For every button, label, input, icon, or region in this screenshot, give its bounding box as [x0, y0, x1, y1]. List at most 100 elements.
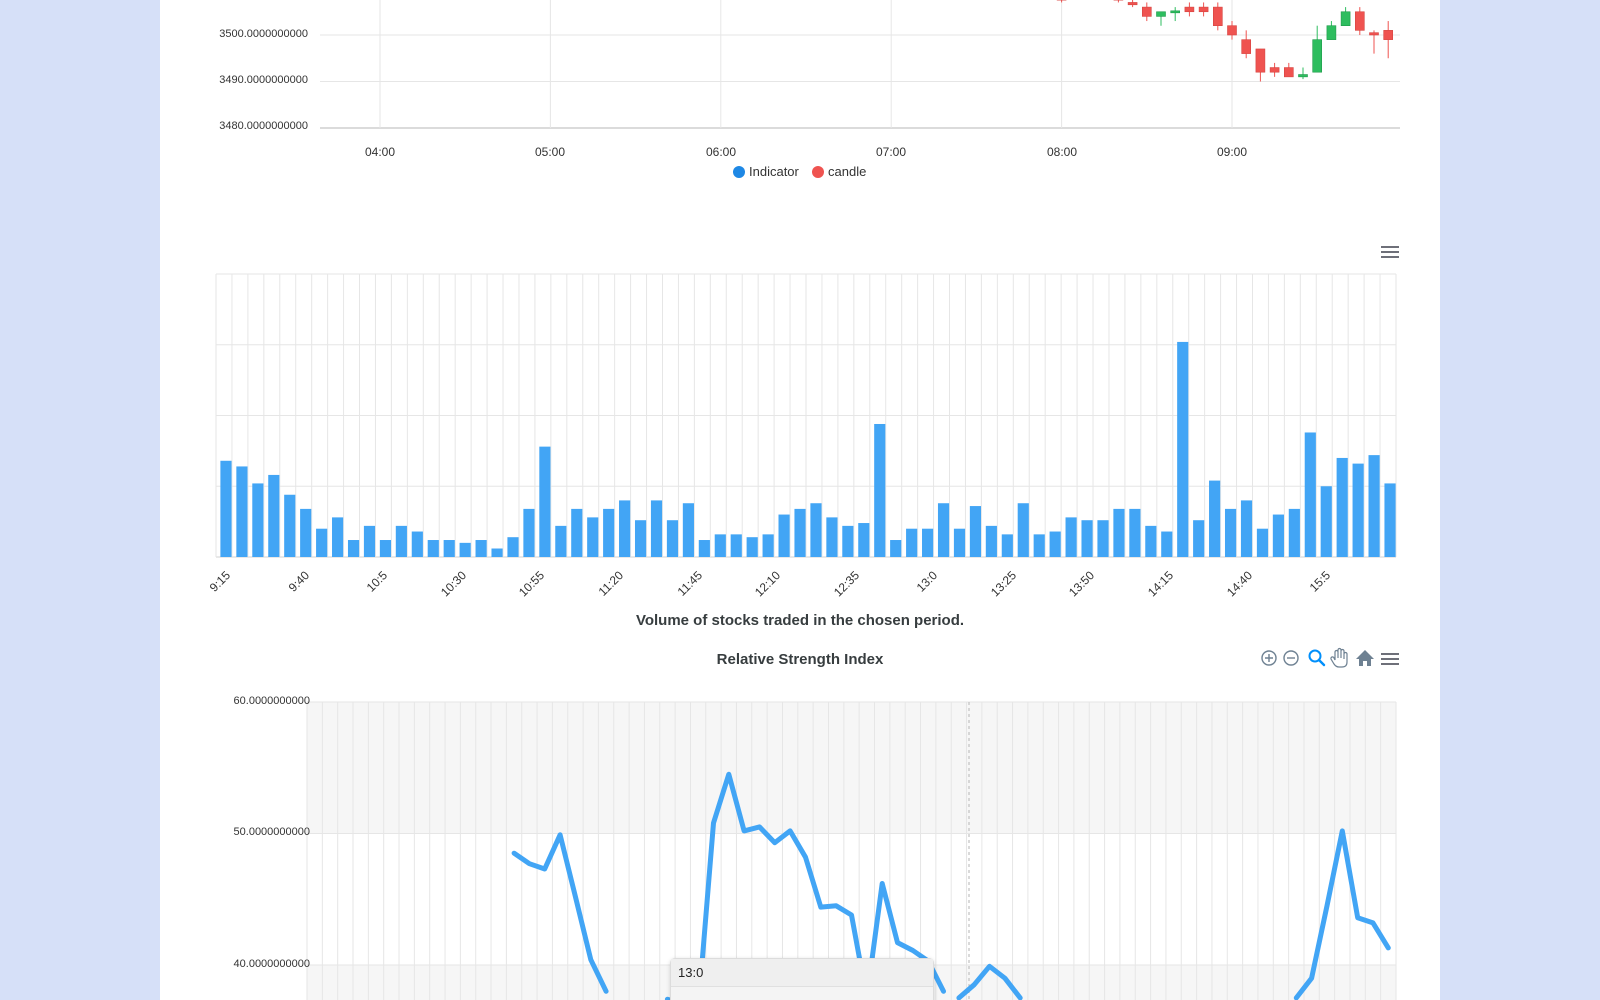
- volume-bar: [937, 503, 950, 557]
- volume-xtick: 13:25: [988, 568, 1019, 599]
- legend-label-indicator: Indicator: [749, 164, 800, 179]
- charts-canvas: 3500.0000000000 3490.0000000000 3480.000…: [207, 0, 1400, 1000]
- volume-xtick: 15:5: [1307, 568, 1334, 595]
- volume-bar: [268, 474, 280, 557]
- volume-xtick: 13:0: [914, 568, 941, 595]
- volume-bar: [682, 503, 694, 557]
- volume-bar: [1129, 508, 1141, 557]
- volume-bar: [778, 514, 790, 557]
- volume-bar: [220, 460, 232, 557]
- volume-bar: [810, 503, 822, 557]
- volume-bar: [1113, 508, 1125, 557]
- rsi-line: [1293, 828, 1391, 1000]
- volume-xtick: 10:55: [516, 568, 547, 599]
- candlestick-legend: Indicator candle: [733, 164, 866, 179]
- volume-bar: [906, 528, 918, 557]
- volume-xtick: 11:45: [675, 568, 706, 599]
- zoom-out-button[interactable]: [1283, 650, 1299, 666]
- candlestick-series: [1056, 0, 1393, 82]
- candle-body: [1312, 39, 1322, 73]
- candle-body: [1170, 10, 1181, 14]
- menu-icon: [1381, 246, 1399, 248]
- volume-grid: [215, 273, 1397, 558]
- volume-bar: [1017, 503, 1029, 557]
- volume-bar: [300, 508, 312, 557]
- volume-bar: [587, 517, 599, 557]
- pan-icon: [1330, 647, 1348, 668]
- candle-body: [1184, 6, 1195, 13]
- menu-icon-bar: [1381, 658, 1399, 660]
- candle-body: [1369, 32, 1379, 36]
- volume-bar: [332, 517, 344, 557]
- rsi-line: [664, 771, 946, 1000]
- tooltip-title: 13:0: [671, 959, 933, 987]
- volume-bar: [1177, 341, 1189, 557]
- zoom-in-button[interactable]: [1261, 650, 1277, 666]
- volume-bar: [619, 500, 631, 557]
- zoom-in-icon: [1261, 650, 1277, 666]
- candle-xtick: 09:00: [1217, 145, 1247, 159]
- volume-bar: [858, 523, 870, 557]
- candle-xtick: 05:00: [535, 145, 565, 159]
- volume-xtick: 9:15: [207, 568, 234, 595]
- zoom-select-button[interactable]: [1308, 649, 1326, 667]
- home-button[interactable]: [1356, 650, 1374, 666]
- rsi-band: [307, 702, 1396, 834]
- zoom-in-icon-plus: [1265, 654, 1273, 662]
- rsi-ytick: 60.0000000000: [234, 695, 310, 707]
- rsi-menu-button[interactable]: [1381, 653, 1399, 665]
- volume-xtick: 9:40: [286, 568, 313, 595]
- legend-item-indicator[interactable]: Indicator: [733, 164, 800, 179]
- volume-bar: [571, 508, 583, 557]
- volume-bar: [730, 534, 742, 557]
- volume-bars: [220, 341, 1396, 557]
- volume-x-axis: 9:15 9:40 10:5 10:30 10:55 11:20 11:45 1…: [207, 568, 1334, 599]
- candle-body: [1198, 6, 1209, 13]
- volume-bar: [1240, 500, 1253, 557]
- volume-bar: [890, 540, 902, 557]
- rsi-series: [511, 771, 1391, 1000]
- volume-bar: [1193, 520, 1205, 557]
- rsi-toolbar: [1261, 647, 1399, 668]
- volume-xtick: 14:40: [1224, 568, 1255, 599]
- candle-xtick: 08:00: [1047, 145, 1077, 159]
- pan-button[interactable]: [1330, 647, 1348, 668]
- volume-xtick: 10:5: [364, 568, 391, 595]
- rsi-ytick: 40.0000000000: [234, 958, 310, 970]
- candle-body: [1255, 48, 1266, 73]
- volume-bar: [953, 528, 966, 557]
- rsi-line: [511, 832, 609, 994]
- zoom-out-icon: [1283, 650, 1299, 666]
- candlestick-x-axis: 04:00 05:00 06:00 07:00 08:00 09:00: [365, 145, 1247, 159]
- volume-bar: [1224, 508, 1237, 557]
- volume-bar: [1352, 463, 1364, 557]
- volume-bar: [698, 540, 710, 557]
- volume-bar: [1209, 480, 1221, 557]
- volume-bar: [555, 525, 567, 557]
- candle-body: [1284, 67, 1294, 78]
- legend-item-candle[interactable]: candle: [812, 164, 866, 179]
- rsi-line: [956, 963, 1023, 1000]
- volume-bar: [603, 508, 615, 557]
- volume-bar: [1272, 514, 1284, 557]
- volume-bar: [1384, 483, 1396, 557]
- volume-bar: [411, 531, 423, 557]
- rsi-ytick: 50.0000000000: [234, 826, 310, 838]
- legend-label-candle: candle: [828, 164, 866, 179]
- legend-marker-candle: [812, 166, 824, 178]
- volume-bar: [507, 537, 519, 557]
- rsi-tooltip: 13:0: [670, 958, 934, 1000]
- candle-body: [1383, 30, 1393, 40]
- volume-bar: [922, 528, 934, 557]
- candle-xtick: 04:00: [365, 145, 395, 159]
- candle-body: [1326, 25, 1337, 40]
- candlestick-grid: [320, 0, 1400, 129]
- candle-body: [1241, 39, 1251, 54]
- candle-ytick: 3480.0000000000: [219, 120, 308, 132]
- volume-bar: [666, 520, 679, 557]
- volume-menu-button[interactable]: [1381, 246, 1399, 258]
- volume-bar: [1097, 520, 1109, 557]
- volume-bar: [634, 520, 647, 557]
- volume-bar: [1256, 528, 1269, 557]
- candle-ytick: 3490.0000000000: [219, 74, 308, 86]
